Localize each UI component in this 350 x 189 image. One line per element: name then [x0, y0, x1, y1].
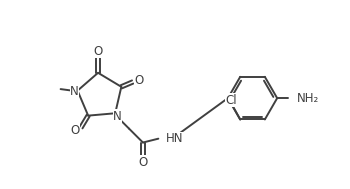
Text: O: O: [138, 156, 148, 169]
Text: N: N: [70, 85, 79, 98]
Text: O: O: [134, 74, 144, 87]
Text: NH₂: NH₂: [297, 92, 320, 105]
Text: Cl: Cl: [225, 94, 237, 107]
Text: O: O: [70, 124, 79, 137]
Text: N: N: [113, 110, 122, 123]
Text: O: O: [93, 45, 103, 58]
Text: HN: HN: [166, 132, 183, 145]
